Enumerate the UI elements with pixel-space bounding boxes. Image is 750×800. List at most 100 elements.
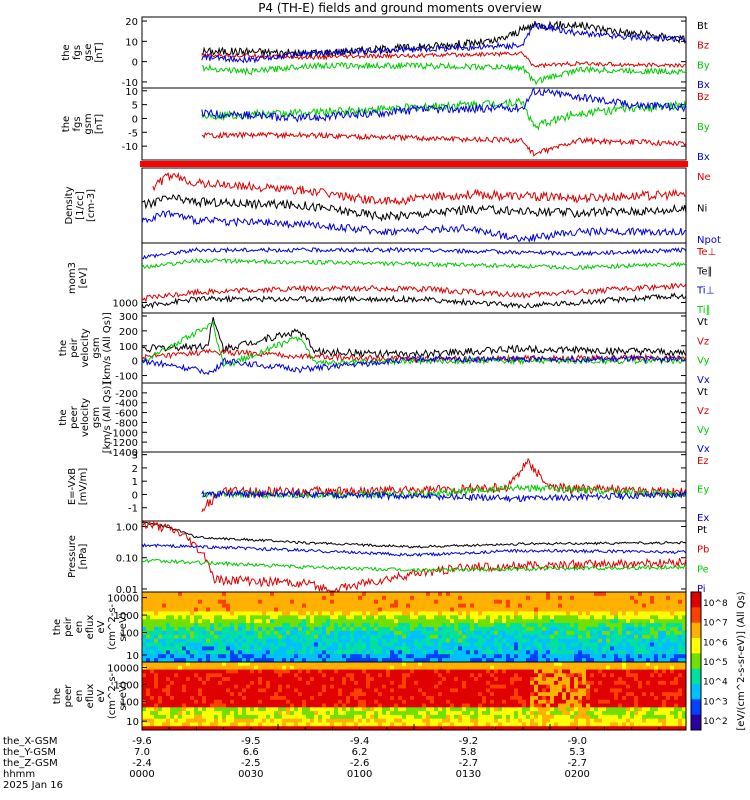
- heatmap-cell: [618, 630, 623, 636]
- heatmap-cell: [638, 615, 643, 620]
- heatmap-cell: [422, 619, 427, 624]
- heatmap-cell: [414, 669, 419, 674]
- heatmap-cell: [558, 603, 563, 609]
- heatmap-cell: [166, 714, 171, 720]
- heatmap-cell: [462, 718, 467, 723]
- heatmap-cell: [230, 634, 235, 640]
- heatmap-cell: [406, 642, 411, 647]
- heatmap-cell: [178, 627, 183, 632]
- heatmap-cell: [506, 684, 511, 689]
- heatmap-cell: [310, 634, 315, 640]
- heatmap-cell: [550, 665, 555, 671]
- heatmap-cell: [666, 607, 671, 612]
- heatmap-cell: [194, 699, 199, 705]
- heatmap-cell: [438, 669, 443, 674]
- heatmap-cell: [550, 654, 555, 659]
- heatmap-cell: [446, 677, 451, 682]
- heatmap-cell: [266, 599, 271, 605]
- heatmap-cell: [310, 662, 315, 667]
- heatmap-cell: [434, 711, 439, 716]
- heatmap-cell: [498, 718, 503, 723]
- heatmap-cell: [334, 642, 339, 647]
- heatmap-cell: [206, 726, 211, 731]
- heatmap-cell: [674, 623, 679, 628]
- heatmap-cell: [262, 619, 267, 624]
- heatmap-cell: [418, 595, 423, 601]
- ytick-label: 100: [120, 629, 139, 640]
- heatmap-cell: [566, 669, 571, 674]
- heatmap-cell: [450, 662, 455, 667]
- heatmap-cell: [206, 615, 211, 620]
- heatmap-cell: [302, 711, 307, 716]
- heatmap-cell: [262, 711, 267, 716]
- heatmap-cell: [290, 615, 295, 620]
- heatmap-cell: [666, 592, 671, 597]
- heatmap-cell: [618, 658, 623, 663]
- heatmap-cell: [238, 677, 243, 682]
- heatmap-cell: [426, 696, 431, 701]
- heatmap-cell: [566, 595, 571, 601]
- heatmap-cell: [198, 654, 203, 659]
- heatmap-cell: [554, 680, 559, 686]
- heatmap-cell: [618, 662, 623, 667]
- heatmap-cell: [622, 703, 627, 708]
- heatmap-cell: [354, 680, 359, 686]
- heatmap-cell: [410, 669, 415, 674]
- heatmap-cell: [270, 703, 275, 708]
- heatmap-cell: [526, 677, 531, 682]
- heatmap-cell: [594, 680, 599, 686]
- heatmap-cell: [394, 592, 399, 597]
- heatmap-cell: [614, 619, 619, 624]
- heatmap-cell: [278, 627, 283, 632]
- heatmap-cell: [162, 699, 167, 705]
- heatmap-cell: [230, 699, 235, 705]
- heatmap-cell: [506, 722, 511, 727]
- heatmap-cell: [610, 688, 615, 693]
- heatmap-cell: [202, 599, 207, 605]
- heatmap-cell: [430, 662, 435, 667]
- heatmap-cell: [230, 623, 235, 628]
- heatmap-cell: [154, 630, 159, 636]
- heatmap-cell: [334, 680, 339, 686]
- heatmap-cell: [406, 592, 411, 597]
- heatmap-cell: [478, 595, 483, 601]
- heatmap-cell: [550, 718, 555, 723]
- heatmap-cell: [474, 627, 479, 632]
- heatmap-cell: [354, 611, 359, 616]
- heatmap-cell: [362, 646, 367, 651]
- heatmap-cell: [326, 707, 331, 712]
- heatmap-cell: [458, 619, 463, 624]
- heatmap-cell: [298, 627, 303, 632]
- heatmap-cell: [290, 592, 295, 597]
- heatmap-cell: [190, 688, 195, 693]
- heatmap-cell: [666, 658, 671, 663]
- heatmap-cell: [482, 665, 487, 671]
- heatmap-cell: [406, 703, 411, 708]
- heatmap-cell: [578, 595, 583, 601]
- heatmap-cell: [554, 654, 559, 659]
- heatmap-cell: [242, 627, 247, 632]
- heatmap-cell: [226, 658, 231, 663]
- heatmap-cell: [534, 642, 539, 647]
- heatmap-cell: [678, 615, 683, 620]
- heatmap-cell: [318, 654, 323, 659]
- heatmap-cell: [618, 654, 623, 659]
- heatmap-cell: [622, 662, 627, 667]
- heatmap-cell: [266, 646, 271, 651]
- heatmap-cell: [538, 692, 543, 697]
- heatmap-cell: [630, 646, 635, 651]
- heatmap-cell: [346, 642, 351, 647]
- heatmap-cell: [594, 623, 599, 628]
- heatmap-cell: [226, 707, 231, 712]
- heatmap-cell: [342, 658, 347, 663]
- heatmap-cell: [226, 692, 231, 697]
- heatmap-cell: [462, 619, 467, 624]
- heatmap-cell: [210, 688, 215, 693]
- heatmap-cell: [202, 623, 207, 628]
- heatmap-cell: [250, 650, 255, 655]
- heatmap-cell: [454, 673, 459, 678]
- heatmap-cell: [614, 684, 619, 689]
- heatmap-cell: [282, 688, 287, 693]
